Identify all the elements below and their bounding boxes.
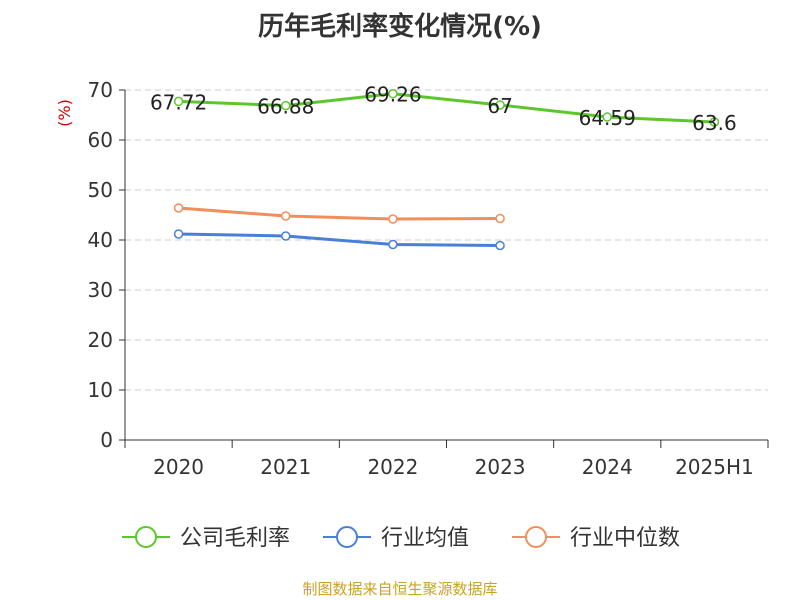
x-tick-label: 2022 xyxy=(367,455,418,479)
data-point xyxy=(495,213,505,224)
series-line-0 xyxy=(178,92,715,124)
data-label: 64.59 xyxy=(579,106,636,130)
y-tick-label: 20 xyxy=(88,328,113,352)
data-point xyxy=(495,100,505,110)
chart-title: 历年毛利率变化情况(%) xyxy=(258,12,542,42)
data-point xyxy=(388,239,398,250)
data-label: 67 xyxy=(487,94,512,118)
series-line-1 xyxy=(178,232,501,247)
data-point xyxy=(173,229,184,239)
y-tick-label: 70 xyxy=(88,78,113,102)
data-point xyxy=(281,211,291,221)
data-point xyxy=(495,240,505,251)
y-tick-label: 40 xyxy=(88,228,113,252)
legend-label: 行业均值 xyxy=(381,526,469,551)
x-tick-label: 2020 xyxy=(153,455,204,479)
data-label: 66.88 xyxy=(257,95,314,119)
y-tick-label: 10 xyxy=(88,378,113,402)
x-tick-labels: 2020 2021 2022 2023 2024 2025H1 xyxy=(153,455,754,479)
y-tick-label: 50 xyxy=(88,178,113,202)
data-point xyxy=(281,231,291,241)
data-label: 69.26 xyxy=(364,83,421,107)
legend-label: 公司毛利率 xyxy=(180,526,290,551)
data-label: 63.6 xyxy=(692,111,737,135)
y-tick-label: 60 xyxy=(88,128,113,152)
y-tick-labels: 0 10 20 30 40 50 60 70 xyxy=(88,78,113,452)
legend-marker xyxy=(135,526,157,548)
y-axis-label: (%) xyxy=(55,99,74,127)
grid-lines xyxy=(125,89,768,391)
data-point xyxy=(388,214,398,224)
data-point xyxy=(388,88,398,99)
data-point xyxy=(173,96,184,107)
series-lines xyxy=(173,88,720,251)
x-tick-label: 2023 xyxy=(475,455,526,479)
x-tick-label: 2025H1 xyxy=(675,455,754,479)
data-labels: 67.72 66.88 69.26 67 64.59 63.6 xyxy=(150,83,737,135)
series-line-2 xyxy=(178,206,501,221)
axes xyxy=(119,89,769,448)
data-point xyxy=(602,112,612,122)
legend: 公司毛利率 行业均值 行业中位数 xyxy=(122,526,680,551)
legend-label: 行业中位数 xyxy=(570,526,680,551)
y-tick-label: 0 xyxy=(100,428,113,452)
legend-marker xyxy=(336,526,358,548)
legend-marker xyxy=(525,526,547,548)
y-tick-label: 30 xyxy=(88,278,113,302)
x-tick-label: 2021 xyxy=(260,455,311,479)
x-tick-label: 2024 xyxy=(582,455,633,479)
data-point xyxy=(173,203,184,213)
data-label: 67.72 xyxy=(150,90,207,114)
data-point xyxy=(709,117,720,127)
source-note: 制图数据来自恒生聚源数据库 xyxy=(302,580,498,598)
data-point xyxy=(281,100,291,111)
